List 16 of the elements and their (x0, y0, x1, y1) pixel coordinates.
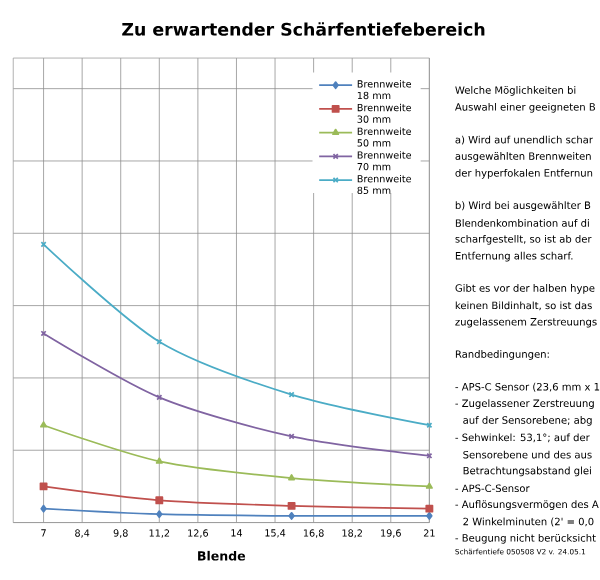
point (39, 482, 48, 491)
point (287, 501, 296, 510)
point (156, 509, 163, 518)
point (40, 420, 48, 428)
point (288, 432, 295, 440)
point (425, 504, 434, 513)
point (288, 391, 295, 398)
point (426, 511, 433, 520)
chart-title: Zu erwartender Schärfentiefebereich (122, 21, 485, 36)
point (155, 496, 164, 504)
point (155, 457, 163, 464)
point (288, 473, 296, 481)
point (40, 504, 47, 513)
point (156, 394, 163, 401)
point (288, 511, 295, 520)
point (425, 482, 433, 489)
